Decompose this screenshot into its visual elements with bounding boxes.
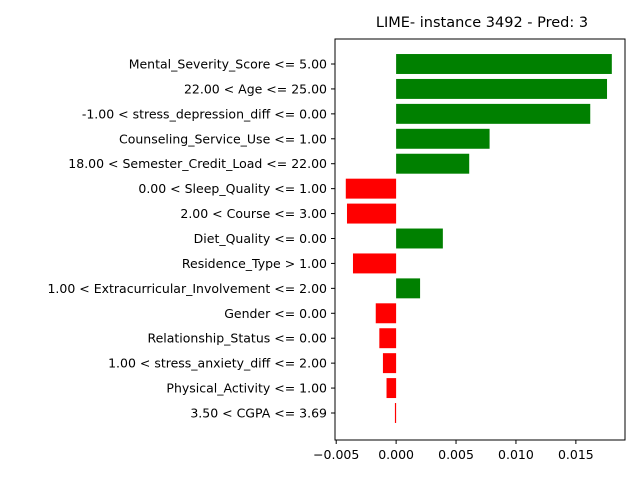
y-tick-label: 1.00 < Extracurricular_Involvement <= 2.… bbox=[47, 281, 327, 296]
y-tick-label: 3.50 < CGPA <= 3.69 bbox=[190, 406, 327, 421]
x-tick-label: 0.010 bbox=[498, 447, 534, 462]
bar bbox=[396, 78, 608, 99]
y-tick-label: 2.00 < Course <= 3.00 bbox=[180, 206, 327, 221]
chart-title: LIME- instance 3492 - Pred: 3 bbox=[376, 15, 588, 31]
bar bbox=[396, 278, 421, 299]
y-tick-label: 18.00 < Semester_Credit_Load <= 22.00 bbox=[68, 156, 327, 171]
bar bbox=[346, 203, 397, 224]
y-tick-labels: Mental_Severity_Score <= 5.00 22.00 < Age… bbox=[47, 57, 335, 421]
bar bbox=[382, 353, 397, 374]
y-tick-label: -1.00 < stress_depression_diff <= 0.00 bbox=[82, 106, 327, 121]
bar bbox=[386, 378, 397, 399]
x-tick-label: −0.005 bbox=[313, 447, 359, 462]
bar bbox=[396, 128, 490, 149]
x-tick-label: 0.000 bbox=[378, 447, 414, 462]
y-tick-label: Relationship_Status <= 0.00 bbox=[147, 331, 327, 346]
bar bbox=[375, 303, 397, 324]
bar bbox=[396, 103, 591, 124]
bars-group bbox=[345, 54, 612, 423]
bar bbox=[396, 153, 470, 174]
y-tick-label: 22.00 < Age <= 25.00 bbox=[184, 81, 327, 96]
bar bbox=[345, 178, 397, 199]
y-tick-label: Physical_Activity <= 1.00 bbox=[166, 381, 327, 396]
y-tick-label: 0.00 < Sleep_Quality <= 1.00 bbox=[138, 181, 327, 196]
bar bbox=[396, 228, 443, 249]
bar bbox=[394, 403, 397, 423]
y-tick-label: Mental_Severity_Score <= 5.00 bbox=[129, 57, 327, 72]
y-tick-label: Residence_Type > 1.00 bbox=[182, 256, 327, 271]
bar bbox=[352, 253, 397, 274]
y-tick-label: Counseling_Service_Use <= 1.00 bbox=[119, 131, 327, 146]
plot-frame bbox=[334, 38, 626, 441]
y-tick-label: Gender <= 0.00 bbox=[224, 306, 327, 321]
y-tick-label: 1.00 < stress_anxiety_diff <= 2.00 bbox=[108, 356, 327, 371]
x-axis: −0.005 0.000 0.005 0.010 0.015 bbox=[313, 440, 594, 462]
bar bbox=[396, 54, 612, 74]
x-tick-label: 0.005 bbox=[438, 447, 474, 462]
y-tick-label: Diet_Quality <= 0.00 bbox=[194, 231, 327, 246]
bar bbox=[379, 328, 397, 349]
x-tick-label: 0.015 bbox=[558, 447, 594, 462]
